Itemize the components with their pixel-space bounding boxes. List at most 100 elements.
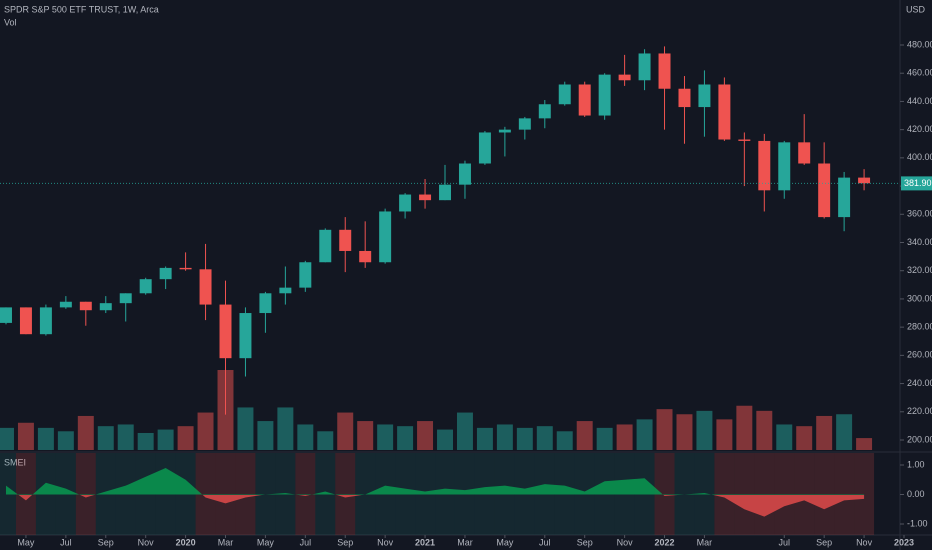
volume-bar: [856, 438, 873, 450]
indicator-background: [15, 453, 36, 535]
volume-bar: [576, 421, 593, 450]
volume-bar: [397, 426, 414, 450]
y2-tick-label: 1.00: [907, 459, 925, 469]
x-tick-label: Jul: [300, 537, 312, 547]
volume-bar: [616, 424, 633, 450]
last-price-label: 381.90: [904, 178, 932, 188]
smei-area-negative: [18, 495, 865, 517]
candle-body: [159, 267, 172, 280]
x-tick-label: 2023: [894, 537, 914, 547]
volume-bar: [716, 419, 733, 450]
candle-body: [19, 307, 32, 335]
volume-bar: [656, 409, 673, 450]
x-tick-label: May: [496, 537, 514, 547]
x-tick-label: 2022: [655, 537, 675, 547]
candle-body: [698, 84, 711, 108]
volume-bar: [117, 424, 134, 450]
x-tick-label: Nov: [617, 537, 634, 547]
volume-bar: [756, 410, 773, 450]
volume-bar: [17, 422, 34, 450]
candle-body: [558, 84, 571, 105]
candle-body: [638, 53, 651, 81]
volume-bar: [97, 426, 114, 450]
y-tick-label: 280.00: [907, 322, 932, 332]
candle-body: [39, 307, 52, 335]
candle-body: [798, 142, 811, 164]
volume-bar: [676, 414, 693, 450]
volume-bar: [816, 415, 833, 450]
indicator-background: [195, 453, 216, 535]
volume-bar: [596, 427, 613, 450]
volume-bar: [636, 419, 653, 450]
volume-bar: [77, 415, 94, 450]
y-tick-label: 440.00: [907, 96, 932, 106]
x-tick-label: Nov: [138, 537, 155, 547]
candle-body: [738, 139, 751, 141]
x-tick-label: Sep: [98, 537, 114, 547]
x-tick-label: Sep: [577, 537, 593, 547]
y-tick-label: 260.00: [907, 350, 932, 360]
currency: USD: [906, 4, 926, 14]
indicator-background: [834, 453, 855, 535]
candle-body: [618, 74, 631, 81]
candle-body: [99, 303, 112, 311]
indicator-background: [794, 453, 815, 535]
volume-bar: [696, 410, 713, 450]
indicator-background: [674, 453, 695, 535]
candle-body: [778, 142, 791, 191]
candle-body: [319, 229, 332, 263]
volume-bar: [836, 414, 853, 450]
y-tick-label: 320.00: [907, 265, 932, 275]
indicator-background: [814, 453, 835, 535]
smei-area-positive: [5, 467, 865, 495]
y-tick-label: 460.00: [907, 68, 932, 78]
volume-bar: [456, 412, 473, 450]
volume-bar: [317, 431, 334, 450]
volume-bar: [337, 412, 354, 450]
volume-bar: [476, 427, 493, 450]
volume-bar: [357, 421, 374, 450]
candle-body: [139, 279, 152, 294]
y-tick-label: 200.00: [907, 434, 932, 444]
candle-body: [119, 293, 132, 304]
volume-bar: [57, 431, 74, 450]
indicator-background: [734, 453, 755, 535]
x-tick-label: 2021: [415, 537, 435, 547]
volume-bar: [177, 426, 194, 450]
candle-body: [838, 177, 851, 218]
volume-bar: [257, 421, 274, 450]
x-tick-label: Sep: [337, 537, 353, 547]
volume-bar: [197, 412, 214, 450]
x-tick-label: May: [257, 537, 275, 547]
y2-tick-label: 0.00: [907, 489, 925, 499]
volume-bar: [516, 427, 533, 450]
x-tick-label: May: [17, 537, 35, 547]
candle-body: [518, 118, 531, 130]
volume-bar: [556, 431, 573, 450]
y-tick-label: 420.00: [907, 124, 932, 134]
indicator-background: [654, 453, 675, 535]
candle-body: [259, 293, 272, 314]
volume-bar: [237, 407, 254, 450]
volume-bar: [536, 426, 553, 450]
candle-body: [379, 211, 392, 263]
x-tick-label: Nov: [856, 537, 873, 547]
candle-body: [818, 163, 831, 218]
candle-body: [718, 84, 731, 140]
indicator-label: SMEI: [4, 457, 26, 467]
candle-body: [219, 304, 232, 359]
candle-body: [0, 307, 12, 323]
candle-body: [478, 132, 491, 164]
candle-body: [399, 194, 412, 212]
volume-bar: [37, 427, 54, 450]
y-tick-label: 400.00: [907, 152, 932, 162]
indicator-background: [774, 453, 795, 535]
candle-body: [239, 313, 252, 359]
indicator-background: [75, 453, 96, 535]
candle-body: [538, 104, 551, 119]
volume-bar: [776, 424, 793, 450]
y-tick-label: 300.00: [907, 293, 932, 303]
indicator-background: [255, 453, 276, 535]
x-tick-label: Mar: [218, 537, 234, 547]
volume-bar: [137, 432, 154, 450]
